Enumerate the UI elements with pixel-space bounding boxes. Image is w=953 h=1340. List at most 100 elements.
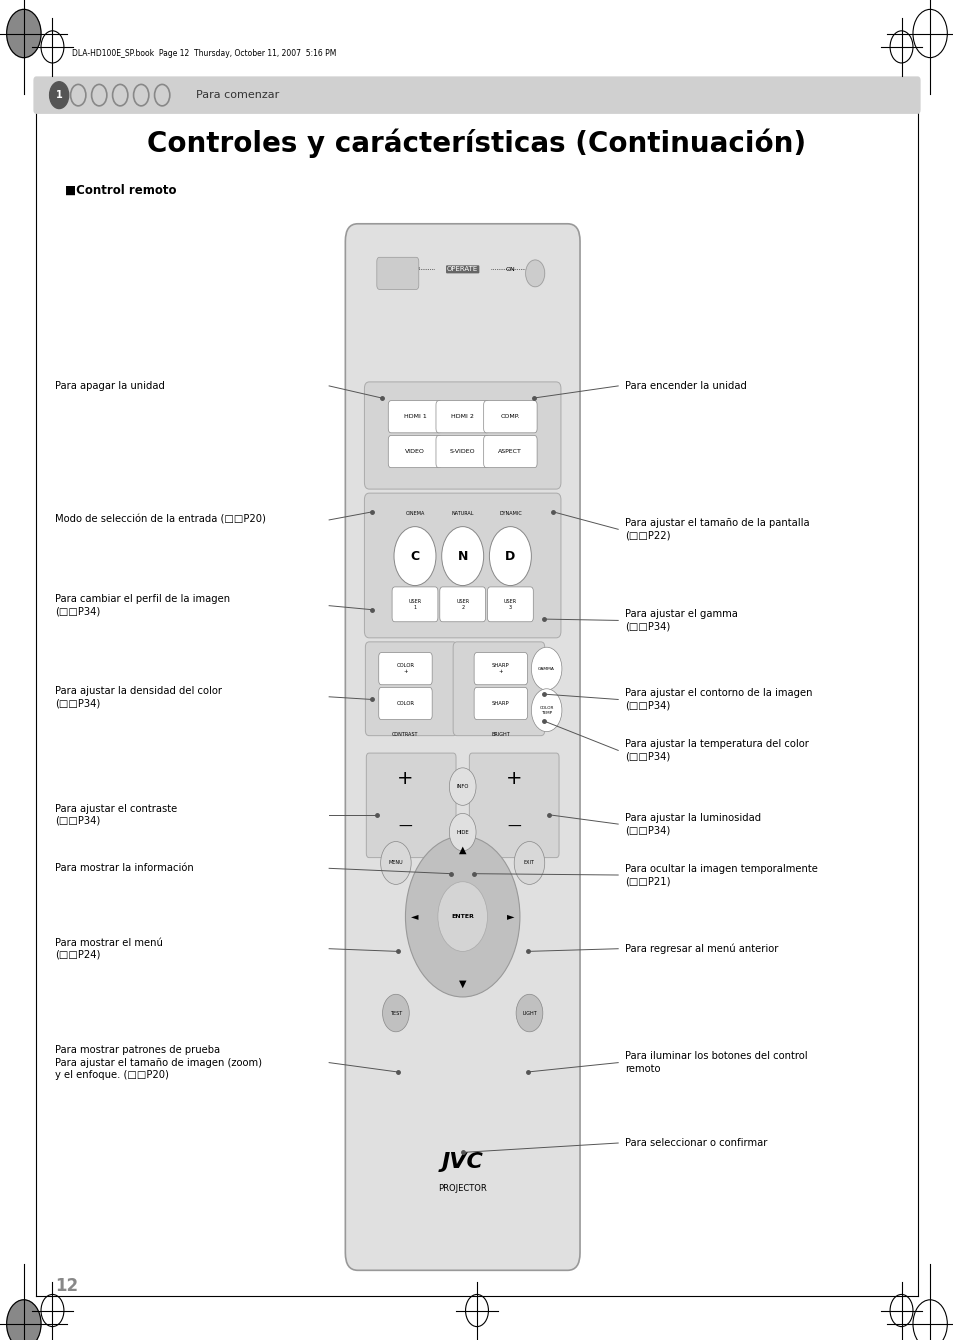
Text: Para ajustar el contraste
(□□P34): Para ajustar el contraste (□□P34) <box>55 804 177 825</box>
Text: VIDEO: VIDEO <box>405 449 424 454</box>
Text: CONTRAST: CONTRAST <box>392 732 418 737</box>
Text: SHARP: SHARP <box>492 701 509 706</box>
Circle shape <box>516 994 542 1032</box>
Circle shape <box>380 842 411 884</box>
FancyBboxPatch shape <box>487 587 533 622</box>
Text: S-VIDEO: S-VIDEO <box>450 449 475 454</box>
Text: Para apagar la unidad: Para apagar la unidad <box>55 381 165 391</box>
Circle shape <box>382 994 409 1032</box>
Text: Para comenzar: Para comenzar <box>195 90 278 100</box>
FancyBboxPatch shape <box>439 587 485 622</box>
Text: ■Control remoto: ■Control remoto <box>65 184 176 197</box>
Text: SHARP
+: SHARP + <box>492 663 509 674</box>
FancyBboxPatch shape <box>388 436 441 468</box>
Text: USER
3: USER 3 <box>503 599 517 610</box>
Text: COLOR
+: COLOR + <box>396 663 414 674</box>
Text: ▲: ▲ <box>458 844 466 855</box>
FancyBboxPatch shape <box>364 382 560 489</box>
Text: ON: ON <box>505 267 515 272</box>
Text: —: — <box>398 820 412 833</box>
Text: 12: 12 <box>55 1277 78 1296</box>
Text: Modo de selección de la entrada (□□P20): Modo de selección de la entrada (□□P20) <box>55 515 266 525</box>
Text: ENTER: ENTER <box>451 914 474 919</box>
Text: NATURAL: NATURAL <box>451 511 474 516</box>
Text: EXIT: EXIT <box>523 860 535 866</box>
FancyBboxPatch shape <box>483 436 537 468</box>
Text: OFF: OFF <box>409 267 420 272</box>
Text: PROJECTOR: PROJECTOR <box>437 1185 487 1193</box>
Text: ASPECT: ASPECT <box>497 449 522 454</box>
Circle shape <box>514 842 544 884</box>
Text: Para mostrar el menú
(□□P24): Para mostrar el menú (□□P24) <box>55 938 163 959</box>
Text: USER
1: USER 1 <box>408 599 421 610</box>
Text: DYNAMIC: DYNAMIC <box>498 511 521 516</box>
Text: ▼: ▼ <box>458 978 466 989</box>
Text: Para seleccionar o confirmar: Para seleccionar o confirmar <box>624 1138 766 1148</box>
Text: ►: ► <box>506 911 514 922</box>
FancyBboxPatch shape <box>378 653 432 685</box>
FancyBboxPatch shape <box>474 653 527 685</box>
Text: Para ocultar la imagen temporalmente
(□□P21): Para ocultar la imagen temporalmente (□□… <box>624 864 817 886</box>
Text: MENU: MENU <box>388 860 403 866</box>
Text: Para ajustar el contorno de la imagen
(□□P34): Para ajustar el contorno de la imagen (□… <box>624 689 812 710</box>
Text: Para regresar al menú anterior: Para regresar al menú anterior <box>624 943 778 954</box>
Text: N: N <box>457 549 467 563</box>
Text: D: D <box>505 549 515 563</box>
FancyBboxPatch shape <box>483 401 537 433</box>
Circle shape <box>405 836 519 997</box>
FancyBboxPatch shape <box>388 401 441 433</box>
Text: JVC: JVC <box>441 1152 483 1171</box>
Text: +: + <box>396 769 414 788</box>
Circle shape <box>449 768 476 805</box>
Text: LIGHT: LIGHT <box>521 1010 537 1016</box>
Text: Para mostrar patrones de prueba
Para ajustar el tamaño de imagen (zoom)
y el enf: Para mostrar patrones de prueba Para aju… <box>55 1045 262 1080</box>
FancyBboxPatch shape <box>436 436 489 468</box>
Text: +: + <box>505 769 522 788</box>
Text: Para ajustar el gamma
(□□P34): Para ajustar el gamma (□□P34) <box>624 610 737 631</box>
Circle shape <box>7 9 41 58</box>
Text: Para ajustar el tamaño de la pantalla
(□□P22): Para ajustar el tamaño de la pantalla (□… <box>624 519 809 540</box>
Text: COLOR: COLOR <box>396 701 414 706</box>
FancyBboxPatch shape <box>436 401 489 433</box>
Text: HDMI 2: HDMI 2 <box>451 414 474 419</box>
Circle shape <box>50 82 69 109</box>
FancyBboxPatch shape <box>366 753 456 858</box>
FancyBboxPatch shape <box>364 493 560 638</box>
Circle shape <box>489 527 531 586</box>
Text: COLOR
TEMP: COLOR TEMP <box>538 706 554 714</box>
Text: Para cambiar el perfil de la imagen
(□□P34): Para cambiar el perfil de la imagen (□□P… <box>55 595 231 616</box>
Text: USER
2: USER 2 <box>456 599 469 610</box>
FancyBboxPatch shape <box>392 587 437 622</box>
Text: Para iluminar los botones del control
remoto: Para iluminar los botones del control re… <box>624 1052 806 1073</box>
FancyBboxPatch shape <box>365 642 456 736</box>
Circle shape <box>441 527 483 586</box>
Text: GAMMA: GAMMA <box>537 667 555 670</box>
Text: C: C <box>410 549 419 563</box>
FancyBboxPatch shape <box>474 687 527 720</box>
Text: ◄: ◄ <box>411 911 418 922</box>
Text: Para ajustar la densidad del color
(□□P34): Para ajustar la densidad del color (□□P3… <box>55 686 222 708</box>
Text: Para encender la unidad: Para encender la unidad <box>624 381 746 391</box>
Text: Para mostrar la información: Para mostrar la información <box>55 863 193 874</box>
Circle shape <box>394 527 436 586</box>
Text: COMP.: COMP. <box>500 414 519 419</box>
Text: INFO: INFO <box>456 784 468 789</box>
Text: Para ajustar la luminosidad
(□□P34): Para ajustar la luminosidad (□□P34) <box>624 813 760 835</box>
FancyBboxPatch shape <box>376 257 418 289</box>
Text: —: — <box>507 820 520 833</box>
FancyBboxPatch shape <box>378 687 432 720</box>
Text: TEST: TEST <box>390 1010 401 1016</box>
Circle shape <box>531 647 561 690</box>
Text: Controles y carácterísticas (Continuación): Controles y carácterísticas (Continuació… <box>148 129 805 158</box>
FancyBboxPatch shape <box>453 642 544 736</box>
Text: BRIGHT: BRIGHT <box>491 732 510 737</box>
Text: CINEMA: CINEMA <box>405 511 424 516</box>
Text: 1: 1 <box>55 90 63 100</box>
Circle shape <box>449 813 476 851</box>
Text: HIDE: HIDE <box>456 829 469 835</box>
Circle shape <box>437 882 487 951</box>
FancyBboxPatch shape <box>33 76 920 114</box>
Text: Para ajustar la temperatura del color
(□□P34): Para ajustar la temperatura del color (□… <box>624 740 808 761</box>
Text: OPERATE: OPERATE <box>447 267 477 272</box>
FancyBboxPatch shape <box>469 753 558 858</box>
